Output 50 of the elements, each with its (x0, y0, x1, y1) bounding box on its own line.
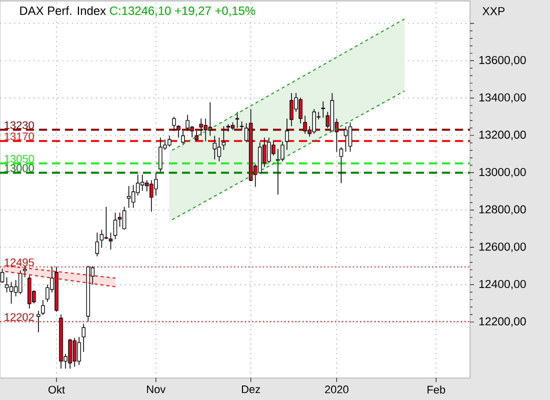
x-tick-label: Dez (242, 386, 260, 394)
candlestick (321, 101, 326, 118)
candlestick (235, 111, 240, 128)
y-tick-label: 13400,00 (479, 93, 526, 103)
candlestick (113, 212, 118, 240)
candlestick (41, 300, 45, 316)
y-axis-title: XXP (482, 7, 505, 16)
candlestick (22, 266, 27, 278)
candlestick (212, 135, 217, 160)
candlestick (194, 130, 198, 142)
candlestick (348, 122, 352, 152)
candlestick (339, 146, 344, 184)
candlestick (222, 126, 226, 150)
candlestick (82, 323, 86, 352)
candlestick (131, 184, 136, 208)
chart-title: DAX Perf. Index (20, 6, 106, 15)
candlestick (118, 212, 122, 228)
x-tick-label: 2020 (325, 386, 348, 394)
candlestick (344, 126, 348, 152)
ref-line-label: 13170 (4, 132, 34, 140)
y-tick-label: 12200,00 (479, 317, 526, 327)
ref-line-label: 12495 (4, 258, 34, 266)
y-tick-label: 12800,00 (479, 205, 526, 215)
ref-line-label: 12202 (4, 313, 34, 321)
candlestick (36, 310, 40, 333)
y-tick-label: 13600,00 (479, 56, 526, 66)
candlestick (176, 124, 180, 138)
y-tick-label: 13000,00 (479, 168, 526, 178)
y-tick-label: 12600,00 (479, 242, 526, 252)
candlestick (108, 232, 113, 250)
x-tick-label: Okt (48, 386, 65, 394)
candlestick (172, 116, 176, 132)
candlestick (217, 137, 222, 162)
x-tick-label: Nov (147, 386, 166, 394)
candlestick (100, 229, 104, 248)
candlestick (95, 232, 100, 257)
candlestick (285, 118, 289, 150)
candlestick (18, 270, 22, 295)
y-tick-label: 13200,00 (479, 130, 526, 140)
ref-line-label: 13230 (4, 121, 34, 130)
ref-line-label: 13000 (4, 164, 34, 172)
chart-subtitle: C:13246,10 +19,27 +0,15% (110, 6, 256, 16)
candlestick (4, 276, 9, 293)
candlestick (9, 281, 14, 304)
candlestick (126, 186, 131, 208)
ref-line-label: 13050 (4, 154, 34, 163)
y-tick-label: 12400,00 (479, 280, 526, 290)
candlestick (122, 206, 126, 230)
x-tick-label: Feb (428, 386, 446, 394)
candlestick (181, 130, 185, 146)
